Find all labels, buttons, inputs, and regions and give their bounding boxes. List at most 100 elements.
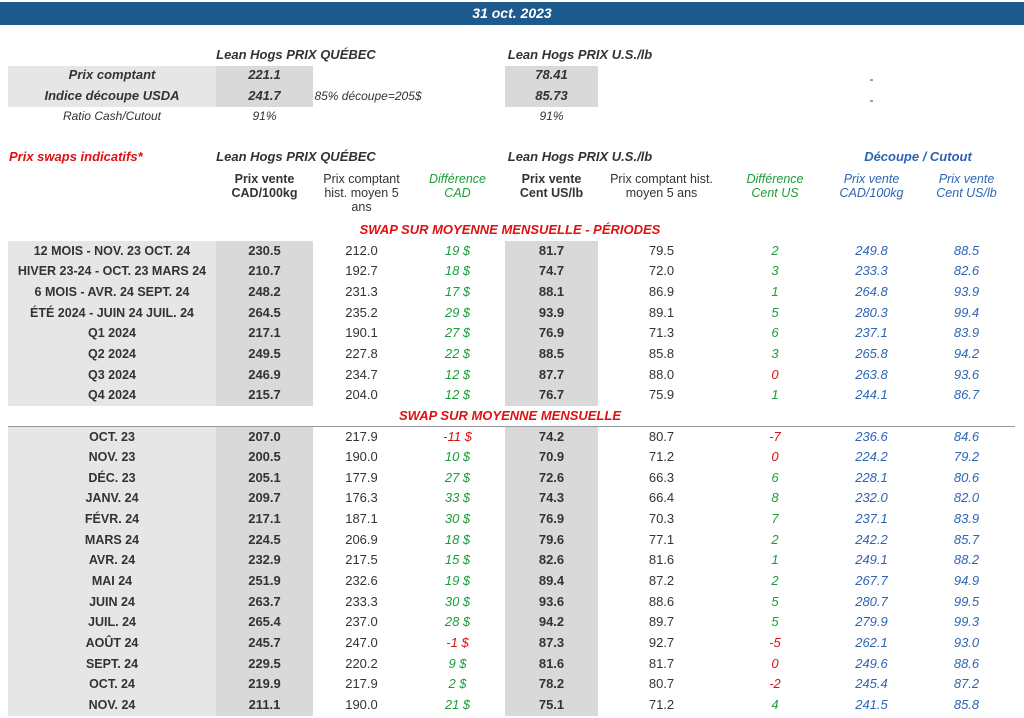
cell: 249.1 xyxy=(855,552,888,568)
column-header: Prix vente CAD/100kg xyxy=(839,172,904,200)
cell: 215.7 xyxy=(248,387,281,403)
cell: 87.2 xyxy=(648,573,675,589)
cell: 2 xyxy=(771,573,779,589)
cell: 71.3 xyxy=(648,325,675,341)
column-shade xyxy=(505,426,598,716)
cell: 93.0 xyxy=(953,635,980,650)
cell: 262.1 xyxy=(855,635,888,650)
row-label: MAI 24 xyxy=(91,574,133,589)
cell: 217.1 xyxy=(248,325,281,341)
row-label: Prix comptant xyxy=(68,67,156,82)
row-label: 12 MOIS - NOV. 23 OCT. 24 xyxy=(33,243,191,258)
cell: 99.5 xyxy=(953,593,980,609)
cell: 76.9 xyxy=(538,511,565,527)
row-label: Q3 2024 xyxy=(88,367,136,382)
cell: 235.2 xyxy=(345,304,378,320)
value: 91% xyxy=(252,109,277,123)
cell: 81.7 xyxy=(538,242,565,258)
section-title: Lean Hogs PRIX U.S./lb xyxy=(507,149,653,164)
summary-shade xyxy=(216,66,313,107)
cell: 251.9 xyxy=(248,573,281,589)
cell: 85.7 xyxy=(953,531,980,547)
cell: 220.2 xyxy=(345,655,378,671)
cell: 234.7 xyxy=(345,366,378,382)
column-header: Prix vente Cent US/lb xyxy=(936,172,997,200)
cell: 204.0 xyxy=(345,387,378,403)
cell: 18 $ xyxy=(444,531,471,547)
cell: 3 xyxy=(771,345,779,361)
cell: 227.8 xyxy=(345,345,378,361)
cell: 232.6 xyxy=(345,573,378,589)
swaps-title: Prix swaps indicatifs* xyxy=(9,149,143,164)
cell: 86.9 xyxy=(648,283,675,299)
cell: 1 xyxy=(771,387,779,403)
cell: 89.4 xyxy=(538,573,565,589)
column-shade xyxy=(216,241,313,407)
cell: 72.6 xyxy=(538,469,565,485)
cell: 217.5 xyxy=(345,552,378,568)
cell: 85.8 xyxy=(953,696,980,712)
cell: -7 xyxy=(769,428,781,444)
cell: 93.9 xyxy=(538,304,565,320)
cell: 0 xyxy=(771,655,779,671)
cell: 80.7 xyxy=(648,428,675,444)
cell: 3 xyxy=(771,263,779,279)
cell: 5 xyxy=(771,593,779,609)
cell: 217.1 xyxy=(248,511,281,527)
separator xyxy=(8,425,1015,427)
cell: 75.1 xyxy=(538,696,565,712)
cell: 279.9 xyxy=(855,614,888,630)
cell: 264.8 xyxy=(855,283,888,299)
row-label: JUIN 24 xyxy=(89,594,135,609)
cell: 0 xyxy=(771,449,779,465)
cell: 81.7 xyxy=(648,655,675,671)
value: 221.1 xyxy=(248,67,281,82)
cell: 8 xyxy=(771,490,779,506)
row-label: Q2 2024 xyxy=(88,346,136,361)
cell: 233.3 xyxy=(855,263,888,279)
cell: 21 $ xyxy=(444,696,471,712)
cell: 192.7 xyxy=(345,263,378,279)
cell: 0 xyxy=(771,366,779,382)
cell: 245.7 xyxy=(248,635,281,650)
cell: 236.6 xyxy=(855,428,888,444)
cell: 219.9 xyxy=(248,676,281,692)
cell: 74.2 xyxy=(538,428,565,444)
cell: 187.1 xyxy=(345,511,378,527)
cell: 94.2 xyxy=(953,345,980,361)
cell: 88.6 xyxy=(648,593,675,609)
cell: 17 $ xyxy=(444,283,471,299)
cell: 265.8 xyxy=(855,345,888,361)
cell: 212.0 xyxy=(345,242,378,258)
row-label: HIVER 23-24 - OCT. 23 MARS 24 xyxy=(17,264,207,279)
cell: 88.5 xyxy=(538,345,565,361)
cell: 207.0 xyxy=(248,428,281,444)
cell: 206.9 xyxy=(345,531,378,547)
cell: 27 $ xyxy=(444,325,471,341)
cell: 190.0 xyxy=(345,696,378,712)
cell: 263.7 xyxy=(248,593,281,609)
cell: 70.3 xyxy=(648,511,675,527)
column-header: Prix vente Cent US/lb xyxy=(519,172,584,200)
cell: 267.7 xyxy=(855,573,888,589)
column-header: Différence CAD xyxy=(429,172,486,200)
cell: 88.2 xyxy=(953,552,980,568)
row-label: ÉTÉ 2024 - JUIN 24 JUIL. 24 xyxy=(30,305,194,320)
cell: 19 $ xyxy=(444,242,471,258)
cell: 70.9 xyxy=(538,449,565,465)
cell: 237.1 xyxy=(855,325,888,341)
cell: 71.2 xyxy=(648,449,675,465)
cell: 224.2 xyxy=(855,449,888,465)
cell: 190.0 xyxy=(345,449,378,465)
cell: 74.3 xyxy=(538,490,565,506)
value: 91% xyxy=(539,109,564,123)
cell: 242.2 xyxy=(855,531,888,547)
cell: 77.1 xyxy=(648,531,675,547)
row-label: OCT. 24 xyxy=(89,677,135,692)
cell: 177.9 xyxy=(345,469,378,485)
cell: 30 $ xyxy=(444,511,471,527)
cell: 241.5 xyxy=(855,696,888,712)
cell: 82.6 xyxy=(953,263,980,279)
summary-shade xyxy=(505,66,598,107)
cell: 232.0 xyxy=(855,490,888,506)
